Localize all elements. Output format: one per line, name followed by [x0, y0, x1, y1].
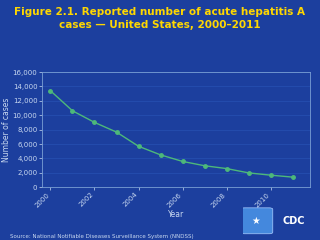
Text: Source: National Notifiable Diseases Surveillance System (NNDSS): Source: National Notifiable Diseases Sur… [10, 234, 193, 239]
Text: CDC: CDC [283, 216, 305, 226]
Y-axis label: Number of cases: Number of cases [2, 97, 11, 162]
Text: ★: ★ [252, 216, 260, 226]
Text: Figure 2.1. Reported number of acute hepatitis A
cases — United States, 2000–201: Figure 2.1. Reported number of acute hep… [14, 7, 306, 30]
FancyBboxPatch shape [241, 208, 273, 234]
X-axis label: Year: Year [168, 210, 184, 219]
